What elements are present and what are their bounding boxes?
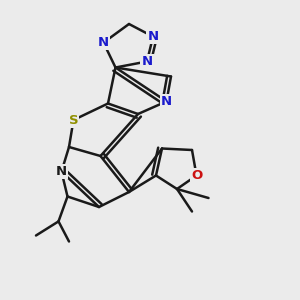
Text: S: S	[69, 113, 78, 127]
Text: N: N	[56, 165, 67, 178]
Text: N: N	[147, 30, 159, 43]
Text: O: O	[191, 169, 202, 182]
Text: N: N	[161, 95, 172, 108]
Text: N: N	[141, 55, 153, 68]
Text: N: N	[98, 36, 109, 49]
